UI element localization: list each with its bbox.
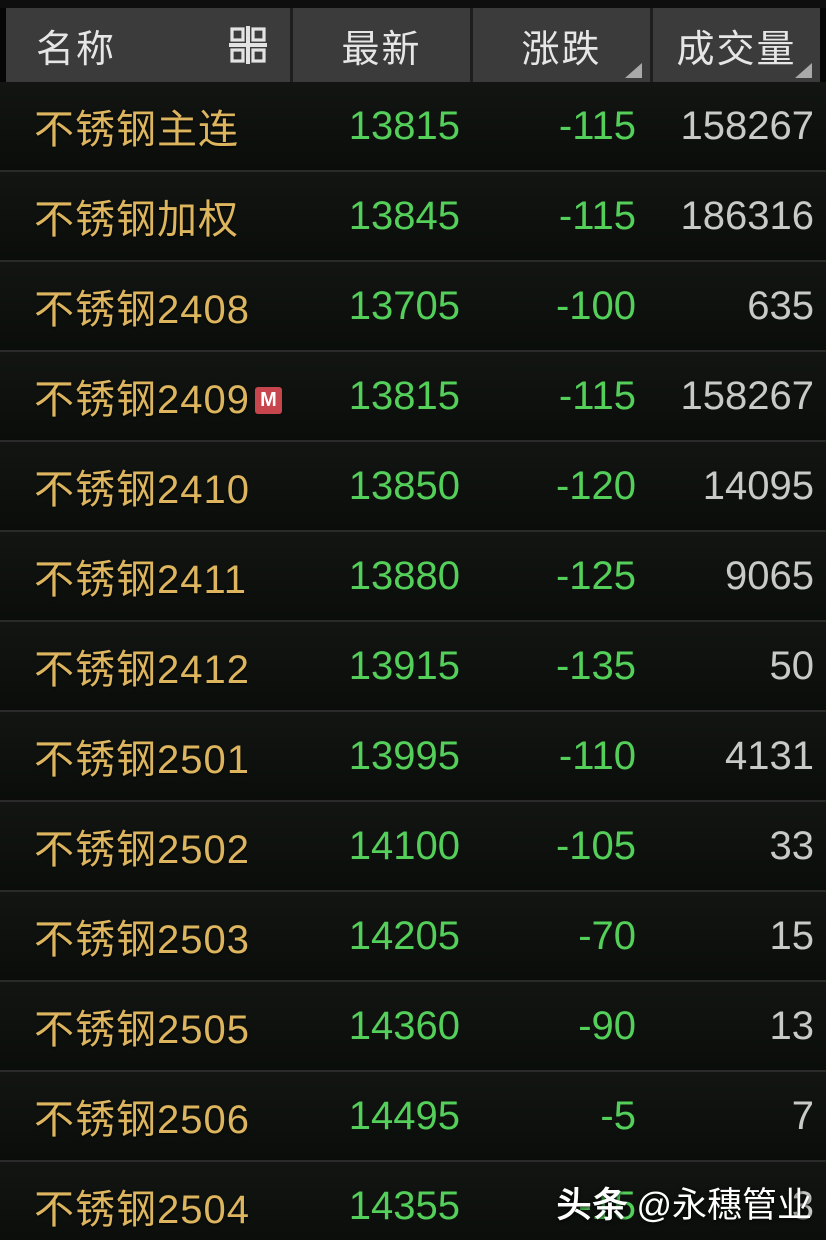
column-header-name-label: 名称 [36,28,117,71]
table-row[interactable]: 不锈钢2504 14355 -15 3 [0,1162,826,1240]
last-price: 13815 [348,103,460,148]
contract-name-cell: 不锈钢加权 [0,187,290,245]
table-row[interactable]: 不锈钢主连 13815 -115 158267 [0,82,826,172]
column-header-change[interactable]: 涨跌 [470,8,650,82]
volume: 158267 [680,103,814,148]
last-price: 14360 [348,1003,460,1048]
volume: 14095 [702,463,814,508]
price-change: -115 [558,193,636,238]
price-change: -115 [558,103,636,148]
contract-name: 不锈钢2502 [34,828,250,872]
table-row[interactable]: 不锈钢2502 14100 -105 33 [0,802,826,892]
column-header-last-label: 最新 [341,28,422,71]
table-row[interactable]: 不锈钢2412 13915 -135 50 [0,622,826,712]
grid-layout-icon[interactable] [228,25,268,65]
volume: 33 [769,823,815,868]
table-row[interactable]: 不锈钢2506 14495 -5 7 [0,1072,826,1162]
price-change: -110 [558,733,636,778]
table-row[interactable]: 不锈钢2410 13850 -120 14095 [0,442,826,532]
price-change: -135 [555,643,636,688]
table-row[interactable]: 不锈钢2409 M 13815 -115 158267 [0,352,826,442]
price-change: -5 [600,1093,636,1138]
last-price: 14205 [348,913,460,958]
volume: 158267 [680,373,814,418]
volume: 635 [747,283,814,328]
last-price: 13705 [348,283,460,328]
contract-name: 不锈钢2504 [34,1188,250,1232]
last-price: 13880 [348,553,460,598]
volume: 3 [791,1183,814,1228]
price-change: -70 [578,913,636,958]
last-price: 14100 [348,823,460,868]
last-price: 13995 [348,733,460,778]
contract-name: 不锈钢2411 [34,558,248,602]
contract-name-cell: 不锈钢2504 [0,1177,290,1235]
contract-name-cell: 不锈钢2412 [0,637,290,695]
table-row[interactable]: 不锈钢加权 13845 -115 186316 [0,172,826,262]
contract-name-cell: 不锈钢2502 [0,817,290,875]
contract-name: 不锈钢2408 [34,288,250,332]
volume: 9065 [725,553,814,598]
volume: 7 [791,1093,814,1138]
contract-name: 不锈钢加权 [34,198,239,242]
main-contract-badge: M [254,386,282,414]
table-row[interactable]: 不锈钢2501 13995 -110 4131 [0,712,826,802]
contract-name: 不锈钢2503 [34,918,250,962]
contract-name: 不锈钢2501 [34,738,250,782]
last-price: 13915 [348,643,460,688]
column-header-volume[interactable]: 成交量 [650,8,820,82]
volume: 13 [769,1003,815,1048]
price-change: -120 [555,463,636,508]
column-header-name[interactable]: 名称 [6,8,290,82]
price-change: -100 [555,283,636,328]
contract-name-cell: 不锈钢2411 [0,547,290,605]
sort-corner-triangle-icon [625,63,642,78]
column-header-last[interactable]: 最新 [290,8,470,82]
contract-name: 不锈钢2505 [34,1008,250,1052]
last-price: 13815 [348,373,460,418]
volume: 186316 [680,193,814,238]
price-change: -125 [555,553,636,598]
price-change: -115 [558,373,636,418]
contract-name-cell: 不锈钢2505 [0,997,290,1055]
contract-name-cell: 不锈钢2501 [0,727,290,785]
last-price: 13850 [348,463,460,508]
last-price: 13845 [348,193,460,238]
contract-name-cell: 不锈钢2506 [0,1087,290,1145]
price-change: -105 [555,823,636,868]
sort-corner-triangle-icon [795,63,812,78]
top-strip [0,0,826,8]
contract-name: 不锈钢2410 [34,468,250,512]
last-price: 14495 [348,1093,460,1138]
table-row[interactable]: 不锈钢2408 13705 -100 635 [0,262,826,352]
volume: 15 [769,913,815,958]
contract-name-cell: 不锈钢主连 [0,97,290,155]
table-row[interactable]: 不锈钢2503 14205 -70 15 [0,892,826,982]
column-header-change-label: 涨跌 [521,28,602,71]
contract-name-cell: 不锈钢2408 [0,277,290,335]
contract-name: 不锈钢主连 [34,108,239,152]
column-header-volume-label: 成交量 [676,28,797,71]
contract-name-cell: 不锈钢2503 [0,907,290,965]
contract-name: 不锈钢2506 [34,1098,250,1142]
contract-name: 不锈钢2409 [34,378,250,422]
price-change: -90 [578,1003,636,1048]
quote-rows: 不锈钢主连 13815 -115 158267 不锈钢加权 13845 -115… [0,82,826,1240]
table-row[interactable]: 不锈钢2411 13880 -125 9065 [0,532,826,622]
volume: 4131 [725,733,814,778]
last-price: 14355 [348,1183,460,1228]
contract-name-cell: 不锈钢2409 M [0,367,290,425]
table-header: 名称 最新 涨跌 成交量 [6,8,820,82]
contract-name-cell: 不锈钢2410 [0,457,290,515]
price-change: -15 [578,1183,636,1228]
contract-name: 不锈钢2412 [34,648,250,692]
table-row[interactable]: 不锈钢2505 14360 -90 13 [0,982,826,1072]
volume: 50 [769,643,815,688]
